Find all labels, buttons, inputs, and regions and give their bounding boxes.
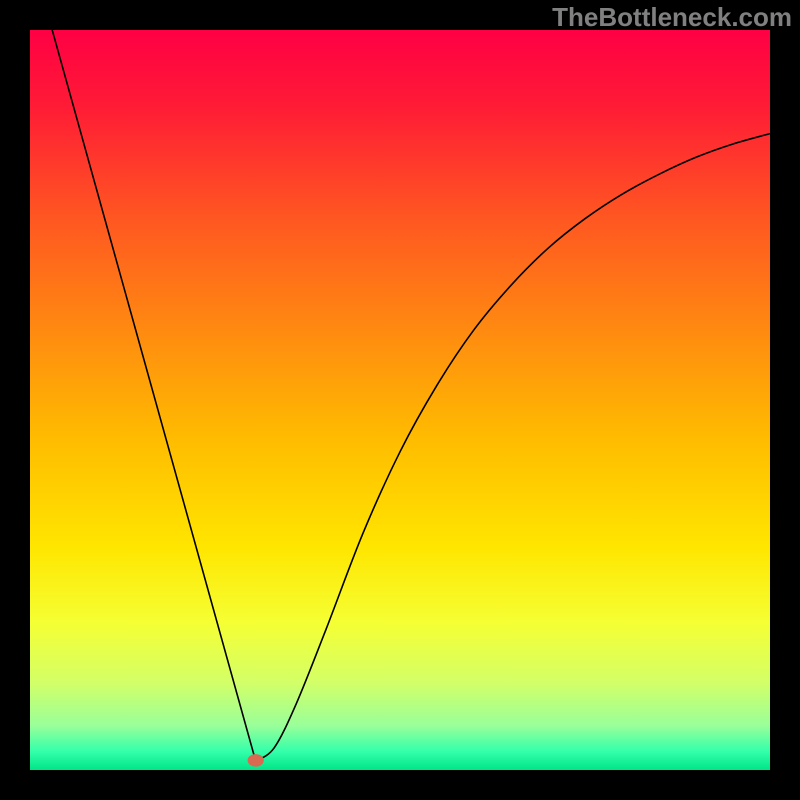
chart-root: TheBottleneck.com [0,0,800,800]
minimum-marker [248,754,264,767]
chart-svg [0,0,800,800]
plot-background [30,30,770,770]
